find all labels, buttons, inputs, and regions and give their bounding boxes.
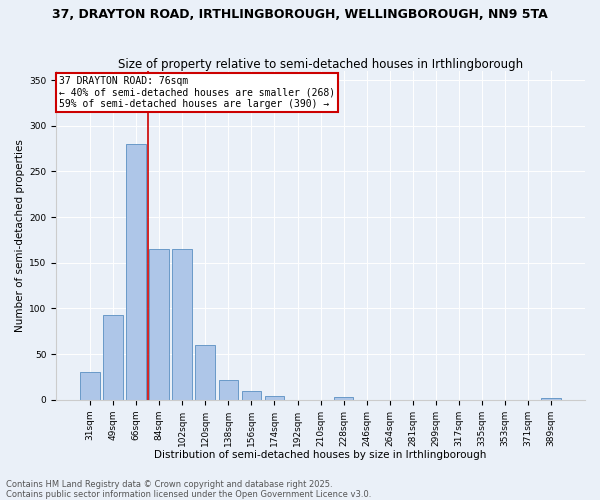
Bar	[242, 390, 261, 400]
Y-axis label: Number of semi-detached properties: Number of semi-detached properties	[15, 139, 25, 332]
Bar	[103, 315, 123, 400]
Text: 37 DRAYTON ROAD: 76sqm
← 40% of semi-detached houses are smaller (268)
59% of se: 37 DRAYTON ROAD: 76sqm ← 40% of semi-det…	[59, 76, 335, 109]
Bar	[334, 397, 353, 400]
Bar	[265, 396, 284, 400]
Title: Size of property relative to semi-detached houses in Irthlingborough: Size of property relative to semi-detach…	[118, 58, 523, 71]
Text: Contains HM Land Registry data © Crown copyright and database right 2025.
Contai: Contains HM Land Registry data © Crown c…	[6, 480, 371, 499]
X-axis label: Distribution of semi-detached houses by size in Irthlingborough: Distribution of semi-detached houses by …	[154, 450, 487, 460]
Bar	[196, 345, 215, 400]
Bar	[80, 372, 100, 400]
Bar	[541, 398, 561, 400]
Bar	[218, 380, 238, 400]
Bar	[126, 144, 146, 400]
Bar	[149, 249, 169, 400]
Bar	[172, 249, 192, 400]
Text: 37, DRAYTON ROAD, IRTHLINGBOROUGH, WELLINGBOROUGH, NN9 5TA: 37, DRAYTON ROAD, IRTHLINGBOROUGH, WELLI…	[52, 8, 548, 20]
